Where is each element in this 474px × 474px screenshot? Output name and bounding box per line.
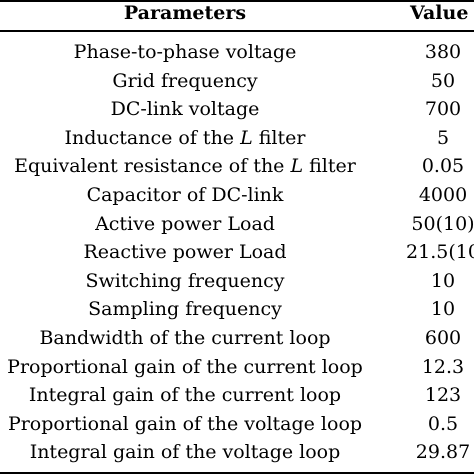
row-value: 10 <box>430 298 456 321</box>
row-parameter: Equivalent resistance of the L filter <box>0 152 410 180</box>
table-header-rule <box>0 30 474 32</box>
row-parameter: Active power Load <box>95 212 275 235</box>
row-parameter: Inductance of the L filter <box>0 124 410 152</box>
table-row: Sampling frequency 10 <box>0 295 474 324</box>
table-row: DC-link voltage 700 <box>0 95 474 124</box>
row-parameter: DC-link voltage <box>110 98 260 121</box>
row-parameter-variable: L <box>240 126 253 149</box>
table-row: Integral gain of the current loop 123 <box>0 381 474 410</box>
table-row: Bandwidth of the current loop 600 <box>0 324 474 353</box>
table-row: Equivalent resistance of the L filter 0.… <box>0 152 474 181</box>
row-parameter: Sampling frequency <box>88 298 282 321</box>
table-row: Proportional gain of the voltage loop 0.… <box>0 410 474 439</box>
row-value: 600 <box>424 326 462 349</box>
row-parameter: Integral gain of the voltage loop <box>29 441 341 464</box>
row-value: 10 <box>430 269 456 292</box>
row-parameter-text: filter <box>252 126 306 149</box>
row-value: 123 <box>424 384 462 407</box>
row-value: 4000 <box>418 183 468 206</box>
row-value: 5 <box>436 126 450 149</box>
row-parameter-text: Equivalent resistance of the <box>14 155 291 178</box>
row-parameter: Integral gain of the current loop <box>28 384 342 407</box>
row-parameter-variable: L <box>290 155 304 178</box>
row-value: 50(10) <box>411 212 474 235</box>
table-row: Grid frequency 50 <box>0 67 474 96</box>
table-top-rule <box>0 0 474 2</box>
row-parameter: Capacitor of DC-link <box>86 183 284 206</box>
row-value: 21.5(10 <box>406 241 474 264</box>
row-parameter: Grid frequency <box>112 69 258 92</box>
row-parameter: Proportional gain of the voltage loop <box>7 412 363 435</box>
row-parameter: Phase-to-phase voltage <box>73 41 297 63</box>
table-bottom-rule <box>0 472 474 474</box>
row-parameter: Bandwidth of the current loop <box>39 326 331 349</box>
row-parameter-text: Inductance of the <box>64 126 241 149</box>
table-row: Reactive power Load 21.5(10 <box>0 238 474 267</box>
row-parameter: Reactive power Load <box>83 241 287 264</box>
row-parameter: Switching frequency <box>85 269 285 292</box>
row-value: 0.5 <box>427 412 459 435</box>
table-body: Phase-to-phase voltage 380 Grid frequenc… <box>0 38 474 467</box>
table-row: Phase-to-phase voltage 380 <box>0 38 474 67</box>
table-row: Active power Load 50(10) <box>0 210 474 239</box>
row-parameter: Proportional gain of the current loop <box>7 355 363 378</box>
table-row: Capacitor of DC-link 4000 <box>0 181 474 210</box>
table-row: Integral gain of the voltage loop 29.87 <box>0 438 474 467</box>
table-header-row: Parameters Value <box>0 0 474 30</box>
row-value: 50 <box>430 69 456 92</box>
row-value: 0.05 <box>421 155 465 178</box>
table-row: Proportional gain of the current loop 12… <box>0 353 474 382</box>
row-value: 700 <box>424 98 462 121</box>
row-value: 12.3 <box>421 355 465 378</box>
header-parameters: Parameters <box>123 2 247 24</box>
header-value: Value <box>410 2 469 24</box>
table-row: Switching frequency 10 <box>0 267 474 296</box>
row-value: 29.87 <box>415 441 471 464</box>
row-parameter-text: filter <box>303 155 356 178</box>
table-row: Inductance of the L filter 5 <box>0 124 474 153</box>
row-value: 380 <box>424 41 462 63</box>
